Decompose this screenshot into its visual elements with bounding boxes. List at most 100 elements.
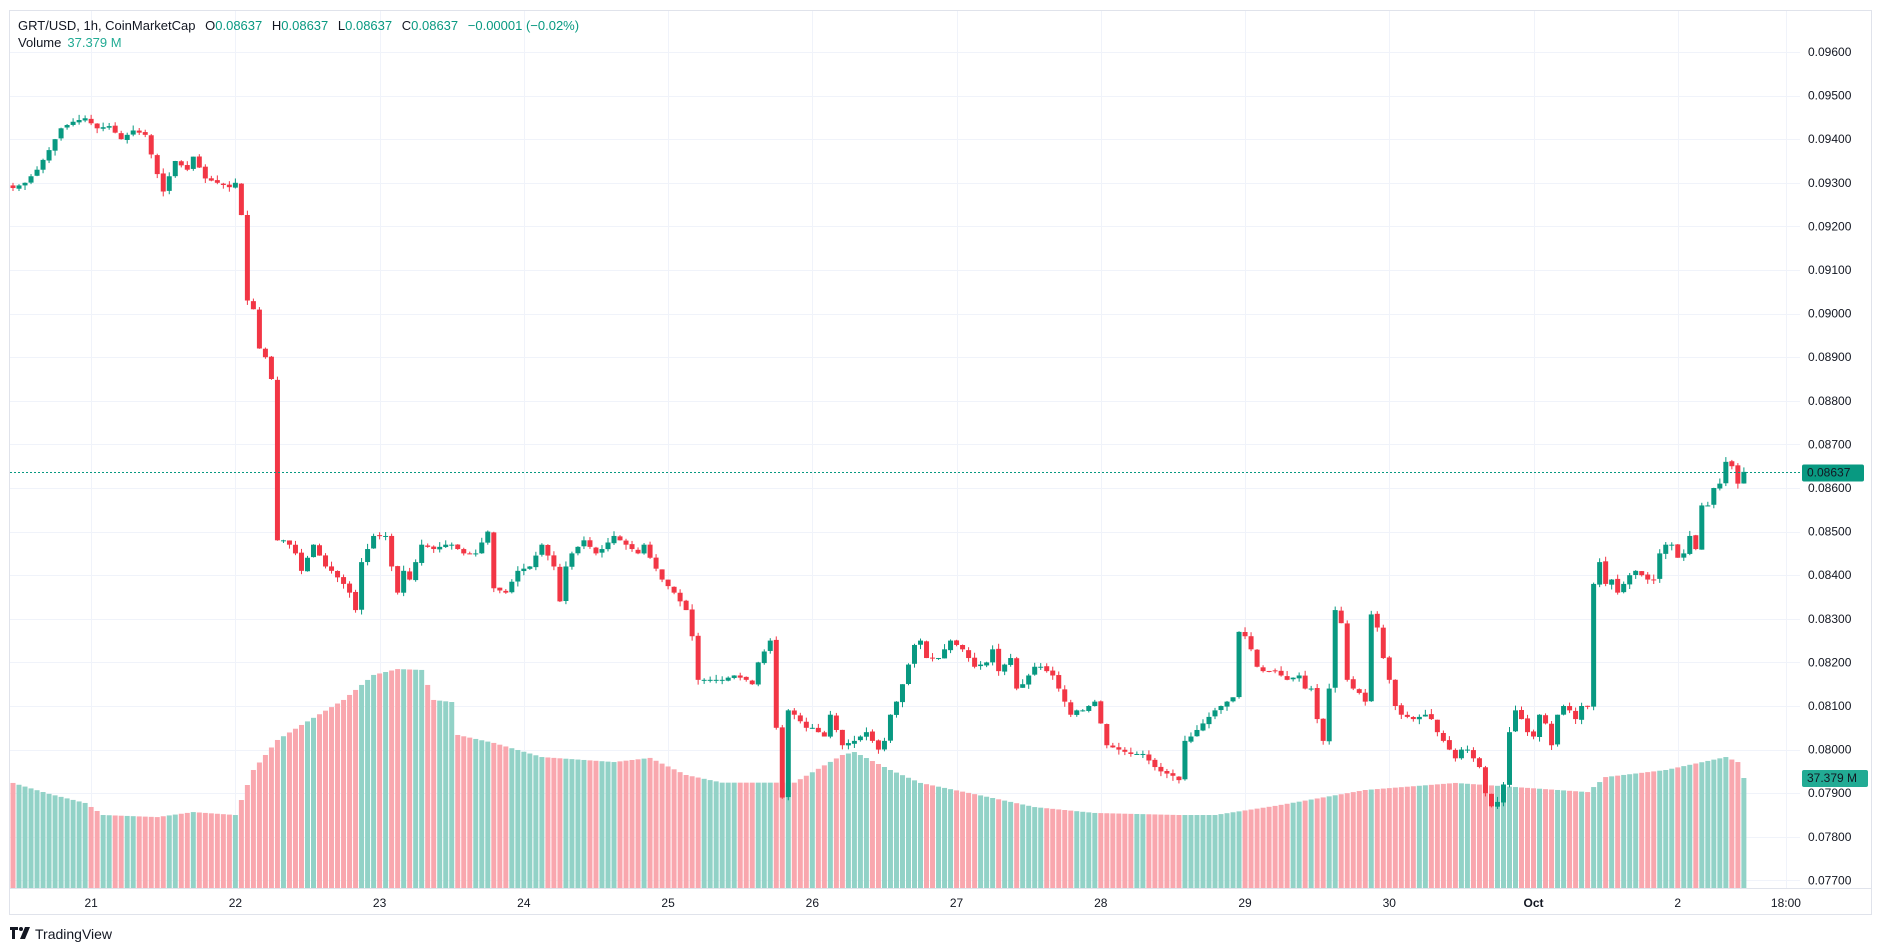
- volume-bar: [467, 737, 473, 888]
- volume-bar: [785, 782, 791, 888]
- volume-bar: [401, 669, 407, 888]
- volume-bar: [1579, 791, 1585, 888]
- candle-body: [1272, 670, 1278, 672]
- candle-body: [1128, 752, 1134, 754]
- volume-bar: [1410, 786, 1416, 888]
- volume-bar: [226, 814, 232, 888]
- volume-bar: [377, 673, 383, 888]
- tradingview-logo-text: TradingView: [35, 926, 113, 942]
- candle-body: [1092, 701, 1098, 707]
- candle-body: [695, 635, 701, 680]
- candle-body: [1362, 692, 1368, 702]
- symbol-title[interactable]: GRT/USD, 1h, CoinMarketCap: [18, 18, 196, 33]
- price-tick-label: 0.08000: [1808, 743, 1852, 757]
- volume-bar: [942, 787, 948, 888]
- candle-body: [713, 679, 719, 681]
- volume-bar: [1434, 784, 1440, 888]
- candle-body: [1266, 670, 1272, 672]
- candle-body: [112, 125, 118, 133]
- candle-body: [395, 566, 401, 593]
- volume-bar: [695, 777, 701, 888]
- volume-bar: [1609, 776, 1615, 888]
- volume-bar: [1254, 808, 1260, 888]
- volume-bar: [990, 798, 996, 888]
- volume-bar: [371, 674, 377, 888]
- candle-body: [719, 679, 725, 681]
- volume-bar: [563, 758, 569, 888]
- candle-body: [1392, 679, 1398, 706]
- volume-bar: [930, 785, 936, 888]
- candle-body: [256, 309, 262, 349]
- close-label: C: [401, 18, 412, 33]
- candle-body: [1440, 732, 1446, 741]
- candle-body: [1591, 583, 1597, 707]
- candle-body: [1615, 578, 1621, 593]
- volume-bar: [292, 728, 298, 888]
- candle-body: [545, 544, 551, 556]
- volume-bar: [1302, 800, 1308, 888]
- candle-body: [34, 169, 40, 176]
- last-price-badge-text: 0.08637: [1807, 466, 1851, 480]
- volume-bar: [683, 774, 689, 888]
- candle-body: [130, 130, 136, 135]
- candle-body: [899, 684, 905, 703]
- candle-body: [1182, 740, 1188, 780]
- volume-bar: [743, 782, 749, 888]
- candle-body: [557, 566, 563, 602]
- candle-body: [419, 544, 425, 563]
- candle-body: [160, 173, 166, 192]
- volume-bar: [1482, 785, 1488, 888]
- candle-body: [1717, 483, 1723, 489]
- volume-bar: [1182, 815, 1188, 888]
- candle-body: [683, 600, 689, 611]
- candle-body: [214, 180, 220, 183]
- tradingview-logo[interactable]: TradingView: [10, 926, 112, 942]
- candle-body: [52, 139, 58, 151]
- candle-body: [1579, 706, 1585, 720]
- volume-bar: [1332, 795, 1338, 888]
- volume-bar: [178, 813, 184, 888]
- candle-body: [1627, 575, 1633, 585]
- candle-body: [250, 301, 256, 310]
- candle-body: [761, 651, 767, 664]
- candle-body: [1284, 676, 1290, 680]
- candle-body: [791, 710, 797, 715]
- volume-bar: [1681, 766, 1687, 888]
- volume-bar: [845, 753, 851, 888]
- volume-bar: [1506, 786, 1512, 888]
- candle-body: [1170, 773, 1176, 776]
- candle-body: [1140, 753, 1146, 755]
- time-tick-label: 28: [1094, 896, 1108, 910]
- price-tick-label: 0.09600: [1808, 45, 1852, 59]
- volume-bar: [767, 782, 773, 888]
- candle-body: [1422, 714, 1428, 717]
- candle-body: [1248, 636, 1254, 650]
- volume-bar: [353, 689, 359, 888]
- volume-bar: [707, 780, 713, 888]
- volume-bar: [647, 757, 653, 888]
- volume-bar: [918, 782, 924, 888]
- candle-body: [803, 721, 809, 728]
- volume-bar: [1200, 815, 1206, 888]
- volume-bar: [527, 753, 533, 888]
- volume-bar: [1603, 777, 1609, 888]
- volume-bar: [1356, 791, 1362, 888]
- candle-body: [1146, 754, 1152, 761]
- candle-body: [226, 184, 232, 188]
- candle-body: [311, 544, 316, 558]
- candle-body: [821, 732, 827, 737]
- candle-body: [611, 535, 617, 544]
- volume-bar: [755, 782, 761, 888]
- volume-bar: [1194, 815, 1200, 888]
- candle-body: [1500, 784, 1506, 803]
- price-tick-label: 0.09400: [1808, 132, 1852, 146]
- candle-body: [1056, 675, 1062, 689]
- candle-body: [1020, 684, 1026, 688]
- volume-label[interactable]: Volume: [18, 35, 62, 50]
- candle-body: [166, 176, 172, 191]
- low-label: L: [337, 18, 346, 33]
- volume-bar: [329, 707, 335, 888]
- volume-bar: [106, 815, 112, 888]
- volume-bar: [425, 684, 431, 888]
